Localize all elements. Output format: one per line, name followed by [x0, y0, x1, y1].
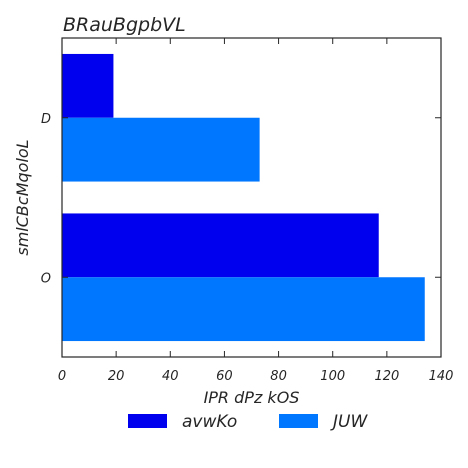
x-tick-label: 140 — [429, 369, 454, 384]
x-tick-label: 80 — [270, 369, 287, 384]
x-tick-label: 120 — [374, 369, 399, 384]
chart-title: BRauBgpbVL — [63, 14, 186, 36]
x-tick-label: 40 — [162, 369, 179, 384]
x-tick-label: 60 — [216, 369, 233, 384]
bar-avwKo-D — [62, 53, 114, 118]
bar-JUW-D — [62, 117, 260, 182]
y-axis-label: smlCBcMqoloL — [13, 139, 32, 255]
bars-group — [62, 53, 425, 342]
legend: avwKo JUW — [128, 412, 368, 432]
bar-JUW-O — [62, 277, 425, 342]
x-tick-label: 0 — [58, 369, 66, 384]
legend-label-JUW: JUW — [330, 412, 368, 432]
legend-swatch-avwKo — [128, 414, 167, 428]
y-axis-ticks: DO — [41, 112, 441, 286]
legend-label-avwKo: avwKo — [182, 412, 237, 432]
bar-avwKo-O — [62, 213, 379, 278]
plot-frame — [61, 37, 442, 358]
x-tick-label: 100 — [320, 369, 345, 384]
legend-swatch-JUW — [279, 414, 318, 428]
y-tick-label: D — [41, 112, 51, 127]
y-tick-label: O — [41, 271, 51, 286]
x-axis-ticks: 0 20 40 60 80 100 120 140 — [58, 38, 454, 384]
x-axis-label: IPR dPz kOS — [204, 388, 300, 407]
x-tick-label: 20 — [108, 369, 125, 384]
